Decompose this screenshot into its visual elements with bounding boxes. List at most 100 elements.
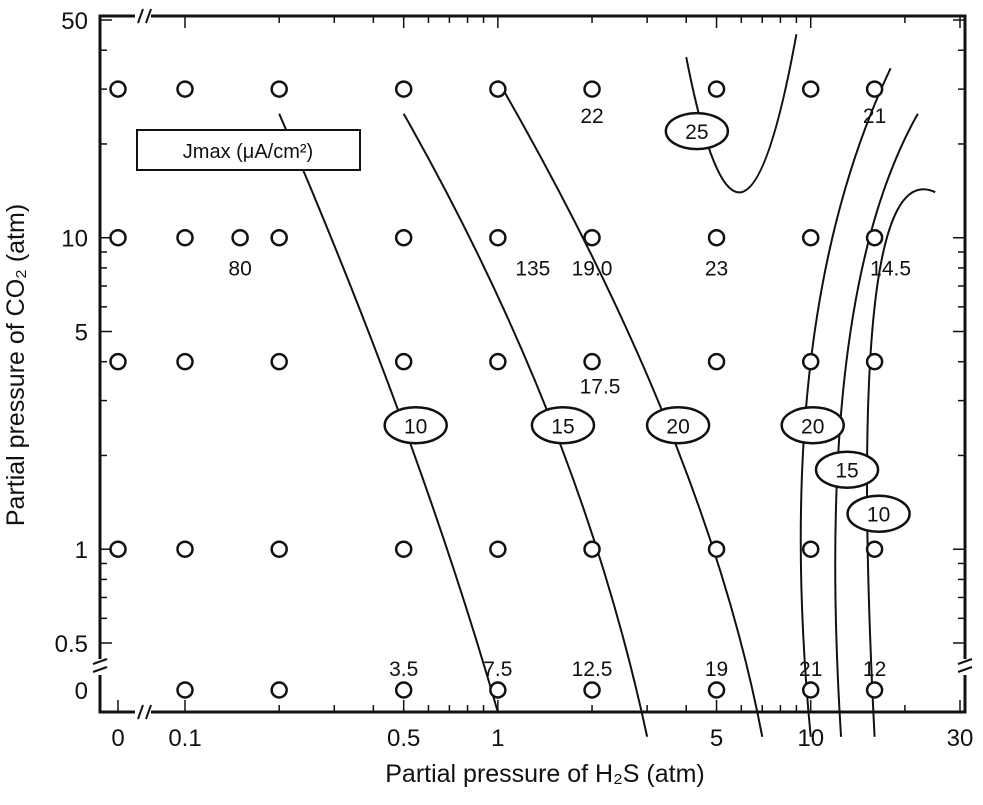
- data-point-41: [583, 681, 601, 699]
- data-point-23: [489, 352, 507, 371]
- data-point-28: [109, 540, 127, 558]
- data-point-20: [176, 352, 194, 371]
- data-point-37: [176, 681, 194, 699]
- data-point-40: [489, 681, 507, 699]
- contour-oval-1: [530, 406, 596, 445]
- data-point-12: [270, 228, 288, 247]
- data-point-36: [865, 540, 884, 558]
- data-point-25: [707, 352, 726, 371]
- data-point-26: [801, 352, 820, 371]
- value-label-8: 3.5: [389, 658, 418, 681]
- value-label-11: 19: [705, 658, 728, 681]
- data-point-21: [270, 352, 288, 371]
- value-label-0: 80: [228, 258, 251, 281]
- contour-label-0: 10: [404, 415, 427, 438]
- contour-label-4: 20: [801, 415, 824, 438]
- x-axis-break-top-gap: [135, 12, 151, 20]
- contour-line-5: [834, 113, 919, 737]
- data-point-17: [801, 228, 820, 247]
- y-tick-label-50: 50: [61, 8, 88, 35]
- x-tick-label-30: 30: [947, 725, 974, 752]
- data-point-16: [707, 228, 726, 247]
- data-point-31: [394, 540, 413, 558]
- value-label-3: 19.0: [572, 258, 613, 281]
- y-axis-title: Partial pressure of CO₂ (atm): [2, 204, 30, 526]
- contour-label-2: 20: [666, 415, 689, 438]
- data-point-44: [865, 681, 884, 699]
- data-point-18: [865, 228, 884, 247]
- contour-oval-0: [383, 406, 448, 445]
- data-point-8: [865, 80, 884, 98]
- y-axis-break-left: [92, 658, 108, 675]
- value-label-12: 21: [799, 658, 822, 681]
- data-point-0: [109, 80, 127, 98]
- data-point-33: [583, 540, 601, 558]
- ticks: [100, 16, 965, 712]
- x-axis-title: Partial pressure of H₂S (atm): [385, 760, 705, 788]
- value-label-13: 12: [863, 658, 886, 681]
- y-tick-label-1: 1: [75, 537, 88, 564]
- x-tick-label-0.1: 0.1: [168, 725, 201, 752]
- value-label-9: 7.5: [483, 658, 512, 681]
- y-axis-break-left-mark: [92, 658, 108, 673]
- x-axis-break-top-mark: [137, 8, 152, 24]
- y-tick-label-0: 0: [75, 678, 88, 705]
- data-point-13: [394, 228, 413, 247]
- data-points: [109, 80, 884, 699]
- contour-oval-3: [664, 111, 730, 151]
- x-tick-label-5: 5: [710, 725, 723, 752]
- y-tick-label-5: 5: [75, 320, 88, 347]
- contour-label-6: 10: [867, 504, 890, 527]
- data-point-1: [176, 80, 194, 98]
- data-point-5: [583, 80, 601, 98]
- data-point-9: [109, 228, 127, 247]
- contour-line-6: [866, 188, 936, 737]
- value-label-10: 12.5: [572, 658, 613, 681]
- contour-oval-4: [780, 406, 845, 445]
- legend-label: Jmax (μA/cm²): [183, 141, 313, 163]
- data-point-4: [489, 80, 507, 98]
- value-label-6: 14.5: [870, 258, 911, 281]
- data-point-39: [394, 681, 413, 699]
- data-point-34: [707, 540, 726, 558]
- value-label-7: 17.5: [580, 376, 621, 399]
- y-axis-break-right: [957, 658, 973, 675]
- data-point-3: [394, 80, 413, 98]
- contour-label-3: 25: [685, 121, 708, 144]
- data-point-42: [707, 681, 726, 699]
- data-point-38: [270, 681, 288, 699]
- contour-line-4: [799, 67, 892, 737]
- contour-label-5: 15: [835, 460, 858, 483]
- data-point-22: [394, 352, 413, 371]
- data-point-29: [176, 540, 194, 558]
- legend: Jmax (μA/cm²): [136, 129, 361, 171]
- data-point-19: [109, 352, 127, 371]
- y-tick-label-0.5: 0.5: [55, 631, 88, 658]
- legend-box: [136, 129, 361, 171]
- data-point-30: [270, 540, 288, 558]
- data-point-32: [489, 540, 507, 558]
- y-axis-break-right-gap: [961, 659, 969, 675]
- y-tick-label-10: 10: [61, 226, 88, 253]
- value-label-5: 21: [863, 105, 886, 128]
- data-point-11: [231, 228, 249, 247]
- contour-label-1: 15: [551, 415, 574, 438]
- x-tick-label-1: 1: [491, 725, 504, 752]
- data-point-6: [707, 80, 726, 98]
- data-point-43: [801, 681, 820, 699]
- x-axis-break-bottom-mark: [137, 704, 152, 720]
- x-tick-label-0: 0: [111, 725, 124, 752]
- contour-line-0: [278, 113, 499, 713]
- value-label-1: 135: [515, 258, 550, 281]
- value-labels: 80 135 22 19.0 23 21 14.5 17.5 3.5 7.5 12.5 19 21 12: [228, 105, 911, 681]
- value-label-4: 23: [705, 258, 728, 281]
- data-point-35: [801, 540, 820, 558]
- data-point-7: [801, 80, 820, 98]
- data-point-2: [270, 80, 288, 98]
- value-label-2: 22: [580, 105, 603, 128]
- data-point-24: [583, 352, 601, 371]
- data-point-14: [489, 228, 507, 247]
